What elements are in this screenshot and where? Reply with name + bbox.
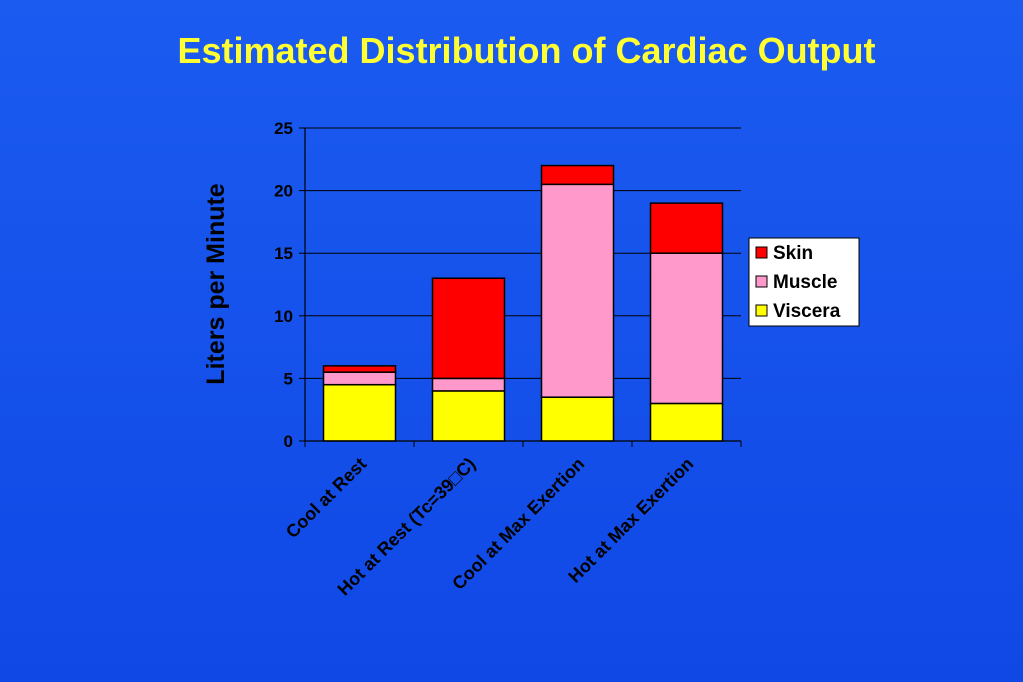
bar-viscera — [431, 390, 506, 442]
y-tick-label: 20 — [274, 182, 293, 201]
bars — [322, 164, 724, 442]
axes — [299, 127, 742, 447]
bar-skin — [322, 365, 397, 373]
y-tick-label: 5 — [284, 369, 293, 388]
x-category-label: Hot at Max Exertion — [564, 454, 697, 587]
bar-muscle — [322, 371, 397, 386]
legend-swatch-skin — [755, 246, 768, 259]
y-tick-label: 0 — [284, 432, 293, 451]
y-tick-label: 25 — [274, 119, 293, 138]
legend-label-muscle: Muscle — [773, 272, 837, 293]
bar-skin — [431, 277, 506, 380]
legend: Skin Muscle Viscera — [748, 237, 860, 327]
y-tick-labels: 0 5 10 15 20 25 — [274, 119, 293, 451]
bar-muscle — [540, 183, 615, 398]
y-tick-label: 15 — [274, 244, 293, 263]
bar-skin — [540, 164, 615, 186]
legend-swatch-viscera — [755, 304, 768, 317]
bar-muscle — [431, 377, 506, 392]
bar-viscera — [649, 402, 724, 442]
legend-label-viscera: Viscera — [773, 301, 841, 322]
bar-muscle — [649, 252, 724, 405]
bar-skin — [649, 202, 724, 254]
y-axis-label: Liters per Minute — [202, 183, 230, 385]
legend-swatch-muscle — [755, 275, 768, 288]
bar-viscera — [540, 396, 615, 442]
legend-label-skin: Skin — [773, 243, 813, 264]
chart-title: Estimated Distribution of Cardiac Output — [177, 30, 876, 71]
y-tick-label: 10 — [274, 307, 293, 326]
x-category-label: Cool at Rest — [282, 454, 370, 542]
bar-viscera — [322, 383, 397, 442]
